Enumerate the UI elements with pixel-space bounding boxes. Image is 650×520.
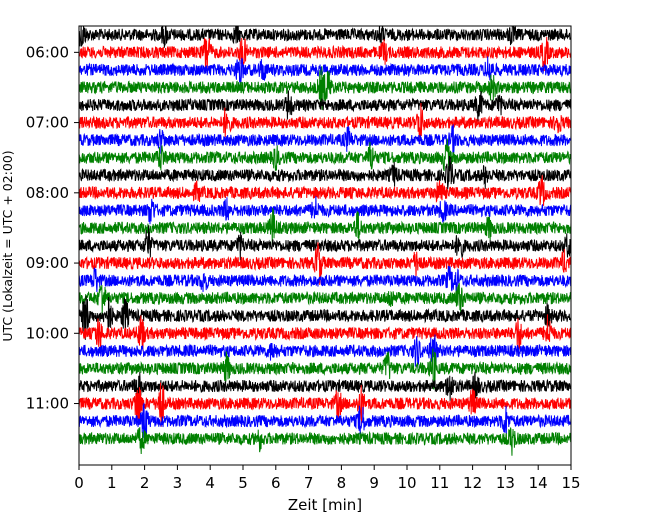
y-tick-label: 09:00 — [26, 254, 69, 272]
x-tick-label: 3 — [173, 474, 183, 492]
trace-0615-blue — [79, 56, 571, 85]
trace-1115-blue — [79, 402, 571, 438]
trace-1045-black — [79, 371, 571, 403]
y-axis-label: UTC (Lokalzeit = UTC + 02:00) — [0, 150, 15, 341]
trace-1015-blue — [79, 334, 571, 369]
x-axis-label: Zeit [min] — [288, 496, 362, 514]
trace-0645-black — [79, 90, 571, 122]
trace-0830-green — [79, 207, 571, 245]
y-tick-label: 10:00 — [26, 324, 69, 342]
x-tick-label: 11 — [430, 474, 449, 492]
x-tick-label: 7 — [304, 474, 314, 492]
x-tick-label: 8 — [337, 474, 347, 492]
x-tick-label: 15 — [561, 474, 580, 492]
plot-frame — [78, 25, 572, 466]
trace-0730-green — [79, 138, 571, 172]
trace-1100-red — [79, 382, 571, 427]
x-tick-label: 4 — [205, 474, 215, 492]
trace-0815-blue — [79, 196, 571, 225]
y-tick-label: 06:00 — [26, 43, 69, 61]
y-tick-label: 11:00 — [26, 395, 69, 413]
y-axis: 06:00 07:00 08:00 09:00 10:00 11:00 — [26, 43, 79, 413]
x-tick-label: 12 — [463, 474, 482, 492]
x-tick-label: 2 — [140, 474, 150, 492]
x-tick-label: 14 — [529, 474, 548, 492]
x-tick-label: 10 — [397, 474, 416, 492]
trace-1000-red — [79, 314, 571, 352]
y-tick-label: 07:00 — [26, 114, 69, 132]
y-tick-label: 08:00 — [26, 184, 69, 202]
trace-0945-black — [79, 295, 571, 340]
trace-group — [79, 26, 571, 456]
trace-0845-black — [79, 225, 571, 261]
trace-0900-red — [79, 242, 571, 285]
x-tick-label: 1 — [107, 474, 117, 492]
x-axis: 0 1 2 3 4 5 6 7 8 9 10 11 12 13 14 15 — [74, 465, 581, 492]
x-tick-label: 13 — [496, 474, 515, 492]
x-tick-label: 6 — [271, 474, 281, 492]
trace-0715-blue — [79, 124, 571, 155]
trace-0745-black — [79, 156, 571, 190]
trace-0800-red — [79, 175, 571, 206]
trace-0915-blue — [79, 265, 571, 293]
trace-0630-green — [79, 66, 571, 110]
trace-0700-red — [79, 102, 571, 140]
trace-0600-red — [79, 36, 571, 72]
trace-1030-green — [79, 348, 571, 390]
trace-0930-green — [79, 282, 571, 315]
x-tick-label: 0 — [74, 474, 84, 492]
trace-1130-green — [79, 427, 571, 456]
trace-0545-black — [79, 26, 571, 48]
x-tick-label: 5 — [238, 474, 248, 492]
x-tick-label: 9 — [369, 474, 379, 492]
